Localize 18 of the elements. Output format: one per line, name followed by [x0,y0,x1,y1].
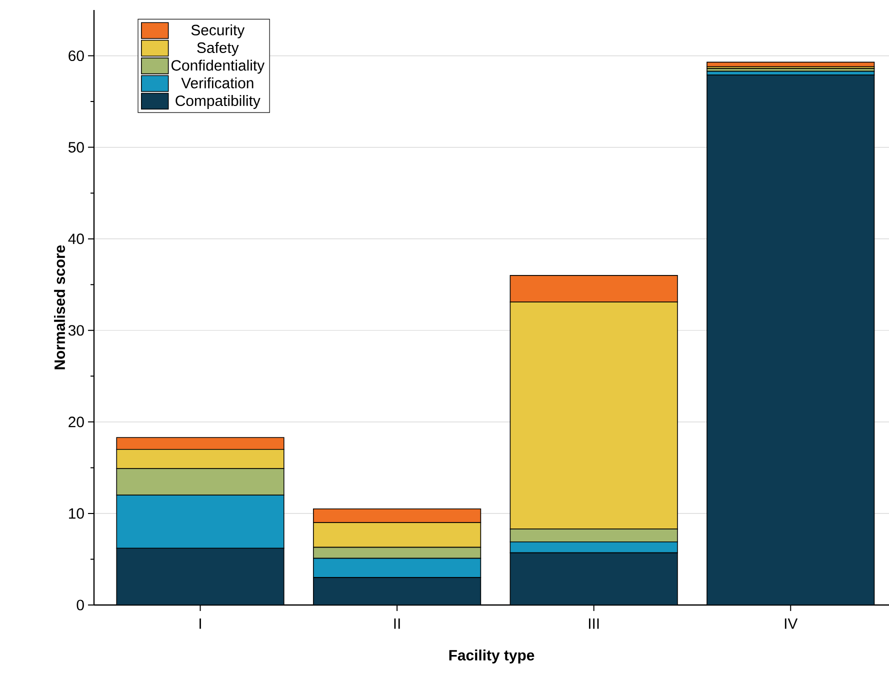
legend-label: Verification [181,77,254,88]
legend-label: Security [191,24,245,38]
x-axis-title: Facility type [449,650,534,664]
legend-label: Safety [197,42,239,56]
y-tick-label: 50 [68,142,84,153]
y-tick-label: 30 [68,325,84,336]
y-tick-label: 40 [68,234,84,244]
legend-label: Compatibility [176,95,260,109]
y-tick-label: 10 [69,508,84,519]
x-tick-label: II [394,618,400,629]
x-tick-label: I [200,618,201,629]
x-tick-label: IV [784,618,798,629]
y-tick-label: 60 [68,50,84,62]
legend-label: Confidentiality [171,60,265,74]
y-tick-label: 0 [76,600,84,610]
y-axis-title: Normalised score [54,245,66,370]
x-tick-label: III [588,618,599,629]
y-tick-label: 20 [68,416,84,428]
